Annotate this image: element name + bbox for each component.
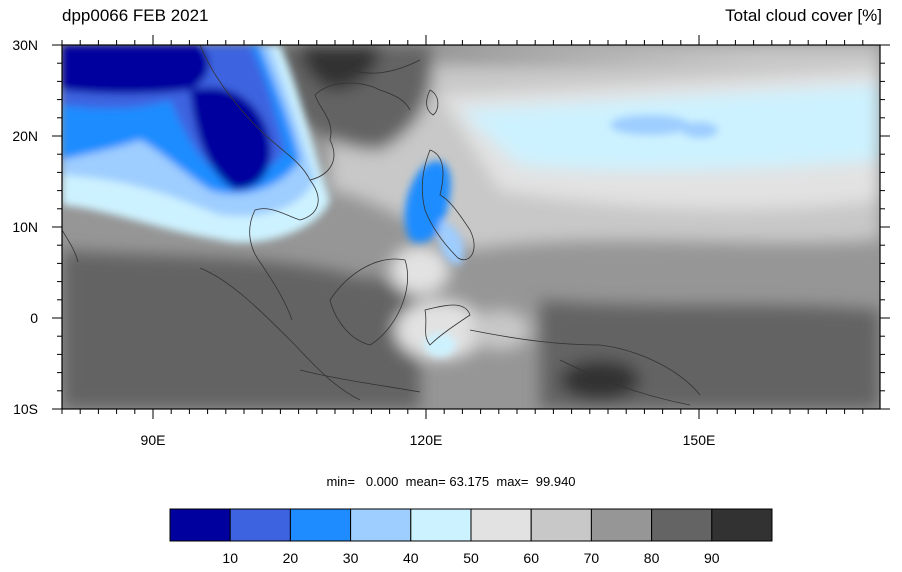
- plot-title-right: Total cloud cover [%]: [725, 6, 882, 25]
- mean-value: 63.175: [449, 474, 490, 489]
- lat-label: 30N: [12, 37, 38, 53]
- min-value: 0.000: [365, 474, 399, 489]
- longitude-labels: 90E 120E 150E: [141, 432, 716, 448]
- lat-label: 20N: [12, 128, 38, 144]
- max-label: max=: [496, 474, 529, 489]
- coastlines: [62, 45, 701, 406]
- field-statistics: min= 0.000 mean= 63.175 max= 99.940: [0, 474, 902, 489]
- lat-label: 10N: [12, 219, 38, 235]
- lat-label: 10S: [13, 401, 38, 417]
- lon-label: 120E: [410, 432, 443, 448]
- lon-label: 90E: [141, 432, 166, 448]
- plot-title-left: dpp0066 FEB 2021: [62, 6, 209, 25]
- min-label: min=: [326, 474, 355, 489]
- lat-label: 0: [30, 310, 38, 326]
- latitude-labels: 30N 20N 10N 0 10S: [12, 37, 38, 417]
- mean-label: mean=: [405, 474, 446, 489]
- cloud-cover-field: [62, 45, 880, 409]
- max-value: 99.940: [535, 474, 576, 489]
- axis-ticks: [52, 35, 890, 419]
- lon-label: 150E: [683, 432, 716, 448]
